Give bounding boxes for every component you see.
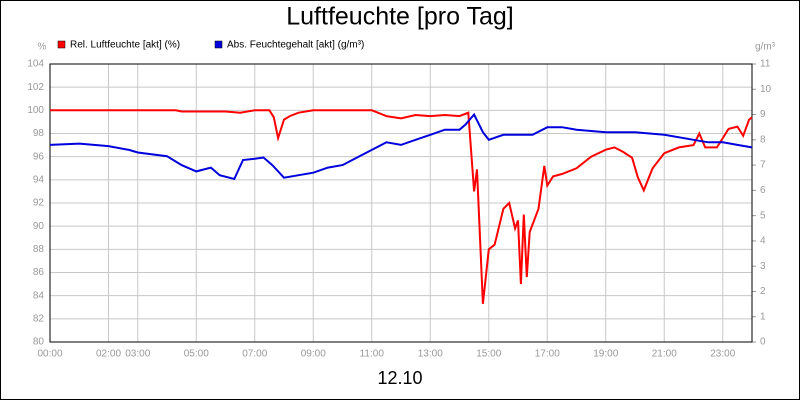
y-tick-label: 96 — [33, 151, 45, 162]
legend-label: Rel. Luftfeuchte [akt] (%) — [70, 40, 180, 51]
x-tick-label: 17:00 — [535, 349, 560, 360]
y2-tick-label: 10 — [760, 84, 772, 95]
y-tick-label: 100 — [27, 105, 44, 116]
y-tick-label: 90 — [33, 221, 45, 232]
x-tick-label: 13:00 — [418, 349, 443, 360]
y-tick-label: 82 — [33, 313, 45, 324]
y2-axis-unit: g/m³ — [755, 42, 776, 53]
x-tick-label: 11:00 — [360, 349, 385, 360]
plot-border — [49, 63, 753, 343]
y-tick-label: 86 — [33, 267, 45, 278]
y2-tick-label: 0 — [760, 337, 766, 348]
x-tick-label: 05:00 — [184, 349, 209, 360]
chart-title: Luftfeuchte [pro Tag] — [286, 3, 513, 31]
y2-tick-label: 8 — [760, 134, 766, 145]
x-tick-label: 19:00 — [593, 349, 618, 360]
x-tick-label: 02:00 — [96, 349, 121, 360]
x-axis-label: 12.10 — [377, 368, 422, 388]
y-tick-label: 98 — [33, 128, 45, 139]
y-tick-label: 88 — [33, 244, 45, 255]
y2-tick-label: 6 — [760, 185, 766, 196]
x-tick-label: 09:00 — [301, 349, 326, 360]
x-tick-label: 03:00 — [125, 349, 150, 360]
data-line — [49, 112, 753, 181]
y-tick-label: 102 — [27, 82, 44, 93]
y2-tick-label: 5 — [760, 210, 766, 221]
y-tick-label: 80 — [33, 337, 45, 348]
y-axis-unit: % — [38, 42, 47, 53]
x-tick-label: 07:00 — [242, 349, 267, 360]
legend-swatch — [57, 40, 66, 49]
y-tick-label: 84 — [33, 290, 45, 301]
y2-tick-label: 4 — [760, 236, 766, 247]
x-tick-label: 15:00 — [476, 349, 501, 360]
y-tick-label: 94 — [33, 174, 45, 185]
y-tick-label: 104 — [27, 59, 44, 70]
y-tick-label: 92 — [33, 198, 45, 209]
y2-tick-label: 3 — [760, 261, 766, 272]
data-line — [50, 109, 753, 304]
y2-tick-label: 9 — [760, 109, 766, 120]
legend-swatch — [214, 40, 223, 49]
y2-tick-label: 11 — [760, 59, 771, 70]
x-tick-label: 00:00 — [37, 349, 62, 360]
y2-tick-label: 2 — [760, 286, 766, 297]
legend-label: Abs. Feuchtegehalt [akt] (g/m³) — [227, 40, 364, 51]
y2-tick-label: 7 — [760, 160, 766, 171]
x-tick-label: 23:00 — [710, 349, 735, 360]
y2-tick-label: 1 — [760, 311, 766, 322]
x-tick-label: 21:00 — [652, 349, 677, 360]
